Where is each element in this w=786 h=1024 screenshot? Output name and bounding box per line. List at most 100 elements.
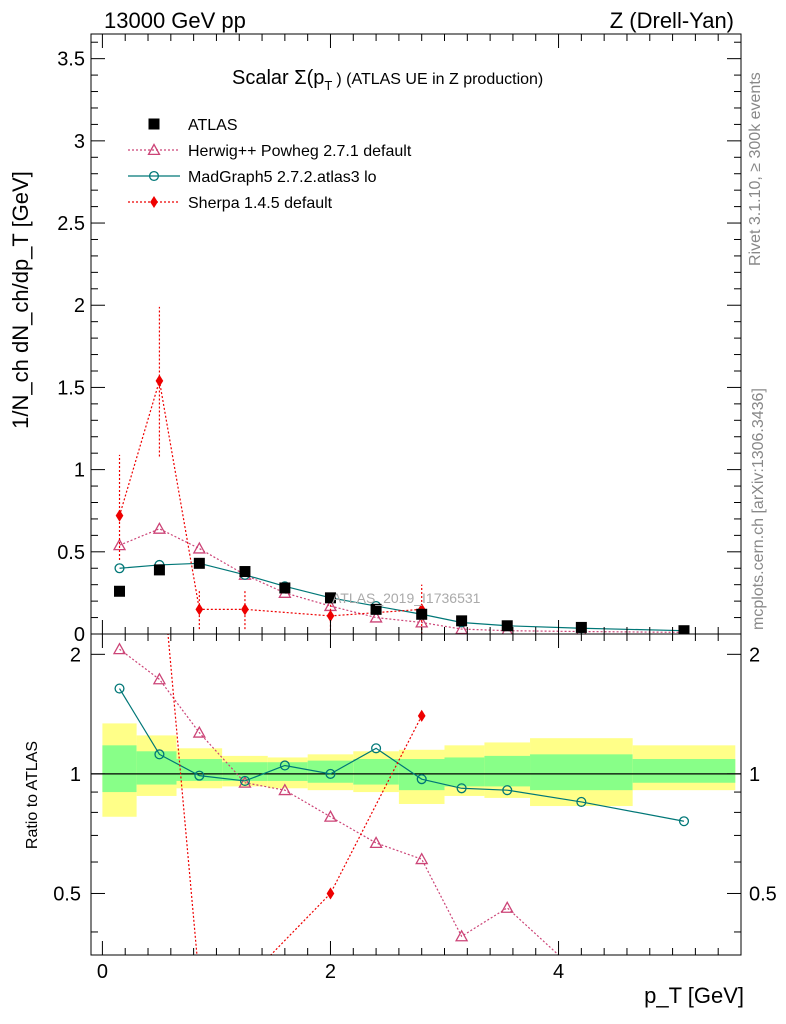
point-atlas bbox=[370, 603, 382, 615]
main-y-tick-label: 3.5 bbox=[57, 49, 85, 71]
main-y-tick-label: 1 bbox=[74, 460, 85, 482]
x-axis-label: p_T [GeV] bbox=[644, 983, 744, 1008]
ratio-point-madgraph5 bbox=[154, 749, 165, 760]
ratio-point-madgraph5 bbox=[279, 760, 290, 771]
ratio-point-herwig bbox=[323, 809, 338, 822]
point-atlas bbox=[114, 585, 126, 597]
ratio-point-herwig bbox=[238, 775, 252, 788]
legend-label-madgraph5: MadGraph5 2.7.2.atlas3 lo bbox=[188, 169, 377, 186]
ratio-point-herwig bbox=[576, 970, 587, 980]
point-herwig bbox=[415, 615, 429, 628]
legend-label-herwig: Herwig++ Powheg 2.7.1 default bbox=[188, 143, 412, 160]
ratio-y-tick-label-left: 1 bbox=[70, 764, 81, 786]
mcplots-label: mcplots.cern.ch [arXiv:1306.3436] bbox=[750, 388, 767, 630]
point-atlas bbox=[501, 620, 513, 632]
band-inner bbox=[484, 755, 531, 787]
point-atlas bbox=[279, 582, 291, 594]
ratio-point-madgraph5 bbox=[456, 783, 467, 794]
watermark: ATLAS_2019_I1736531 bbox=[332, 590, 481, 606]
x-tick-label: 0 bbox=[97, 961, 108, 983]
point-atlas bbox=[456, 615, 468, 627]
series-line-sherpa bbox=[118, 380, 422, 617]
main-y-tick-label: 1.5 bbox=[57, 377, 85, 399]
ratio-point-madgraph5 bbox=[239, 775, 250, 786]
ratio-point-sherpa bbox=[326, 887, 335, 900]
rivet-label: Rivet 3.1.10, ≥ 300k events bbox=[747, 72, 764, 266]
ratio-y-tick-label-right: 2 bbox=[749, 644, 760, 666]
point-atlas bbox=[193, 557, 205, 569]
band-inner bbox=[176, 759, 223, 781]
ratio-point-herwig bbox=[152, 672, 167, 685]
ratio-y-axis-label: Ratio to ATLAS bbox=[24, 741, 41, 849]
band-inner bbox=[307, 760, 354, 783]
band-inner bbox=[444, 757, 485, 787]
point-atlas bbox=[153, 564, 165, 576]
ratio-point-sherpa bbox=[417, 709, 426, 722]
main-y-tick-label: 0.5 bbox=[57, 542, 85, 564]
ratio-point-herwig bbox=[112, 642, 127, 655]
x-tick-label: 2 bbox=[325, 961, 336, 983]
header-left: 13000 GeV pp bbox=[104, 8, 246, 33]
ratio-point-herwig bbox=[192, 725, 206, 738]
series-line-herwig bbox=[119, 528, 684, 633]
ratio-point-madgraph5 bbox=[502, 785, 513, 796]
main-y-tick-label: 2.5 bbox=[57, 213, 85, 235]
ratio-point-sherpa bbox=[195, 976, 203, 988]
ratio-y-tick-label-right: 0.5 bbox=[749, 883, 777, 905]
band-inner bbox=[530, 754, 633, 791]
point-sherpa bbox=[155, 374, 164, 387]
header-right: Z (Drell-Yan) bbox=[610, 8, 734, 33]
ratio-point-madgraph5 bbox=[576, 796, 587, 807]
band-inner bbox=[136, 751, 177, 785]
point-herwig bbox=[369, 610, 383, 623]
ratio-point-madgraph5 bbox=[325, 768, 336, 779]
band-inner bbox=[267, 762, 308, 781]
legend-label-atlas: ATLAS bbox=[188, 117, 238, 134]
point-herwig bbox=[112, 538, 127, 551]
main-y-axis-label: 1/N_ch dN_ch/dp_T [GeV] bbox=[8, 171, 33, 429]
ratio-point-herwig bbox=[278, 783, 292, 796]
legend: ATLAS Herwig++ Powheg 2.7.1 default MadGra… bbox=[128, 117, 412, 212]
ratio-point-madgraph5 bbox=[194, 770, 205, 781]
point-sherpa bbox=[241, 603, 249, 616]
legend-label-sherpa: Sherpa 1.4.5 default bbox=[188, 195, 333, 212]
point-herwig bbox=[192, 541, 206, 554]
legend-marker-atlas bbox=[148, 118, 160, 130]
ratio-y-tick-label-left: 0.5 bbox=[53, 883, 81, 905]
ratio-point-herwig bbox=[369, 836, 383, 849]
plot-title: Scalar Σ(pT) (ATLAS UE in Z production) bbox=[232, 67, 543, 93]
point-atlas bbox=[416, 608, 428, 620]
point-herwig bbox=[455, 622, 469, 634]
point-madgraph5 bbox=[114, 563, 125, 574]
band-inner bbox=[353, 759, 399, 785]
ratio-point-sherpa bbox=[156, 533, 164, 545]
point-sherpa bbox=[115, 509, 124, 522]
ratio-point-herwig bbox=[415, 852, 429, 865]
ratio-point-herwig bbox=[500, 901, 514, 913]
legend-marker-madgraph5 bbox=[148, 170, 160, 182]
main-y-tick-label: 3 bbox=[74, 131, 85, 153]
point-atlas bbox=[324, 592, 336, 604]
band-inner bbox=[632, 759, 736, 783]
legend-marker-herwig bbox=[147, 143, 161, 156]
x-tick-label: 4 bbox=[553, 961, 564, 983]
legend-marker-sherpa bbox=[150, 195, 158, 209]
ratio-point-madgraph5 bbox=[371, 743, 382, 754]
point-atlas bbox=[678, 625, 690, 634]
ratio-y-tick-label-right: 1 bbox=[749, 764, 760, 786]
main-y-tick-label: 0 bbox=[74, 624, 85, 646]
point-atlas bbox=[239, 566, 251, 578]
ratio-line-herwig bbox=[119, 648, 560, 955]
band-inner bbox=[102, 745, 137, 793]
point-sherpa bbox=[326, 609, 335, 622]
ratio-point-madgraph5 bbox=[678, 816, 690, 827]
ratio-frame bbox=[90, 633, 742, 956]
ratio-point-herwig bbox=[678, 1015, 689, 1024]
point-sherpa bbox=[195, 603, 204, 616]
ratio-point-herwig bbox=[455, 929, 469, 942]
ratio-y-tick-label-left: 2 bbox=[70, 644, 81, 666]
main-y-tick-label: 2 bbox=[74, 295, 85, 317]
ratio-point-madgraph5 bbox=[416, 774, 427, 785]
ratio-point-madgraph5 bbox=[114, 683, 125, 694]
